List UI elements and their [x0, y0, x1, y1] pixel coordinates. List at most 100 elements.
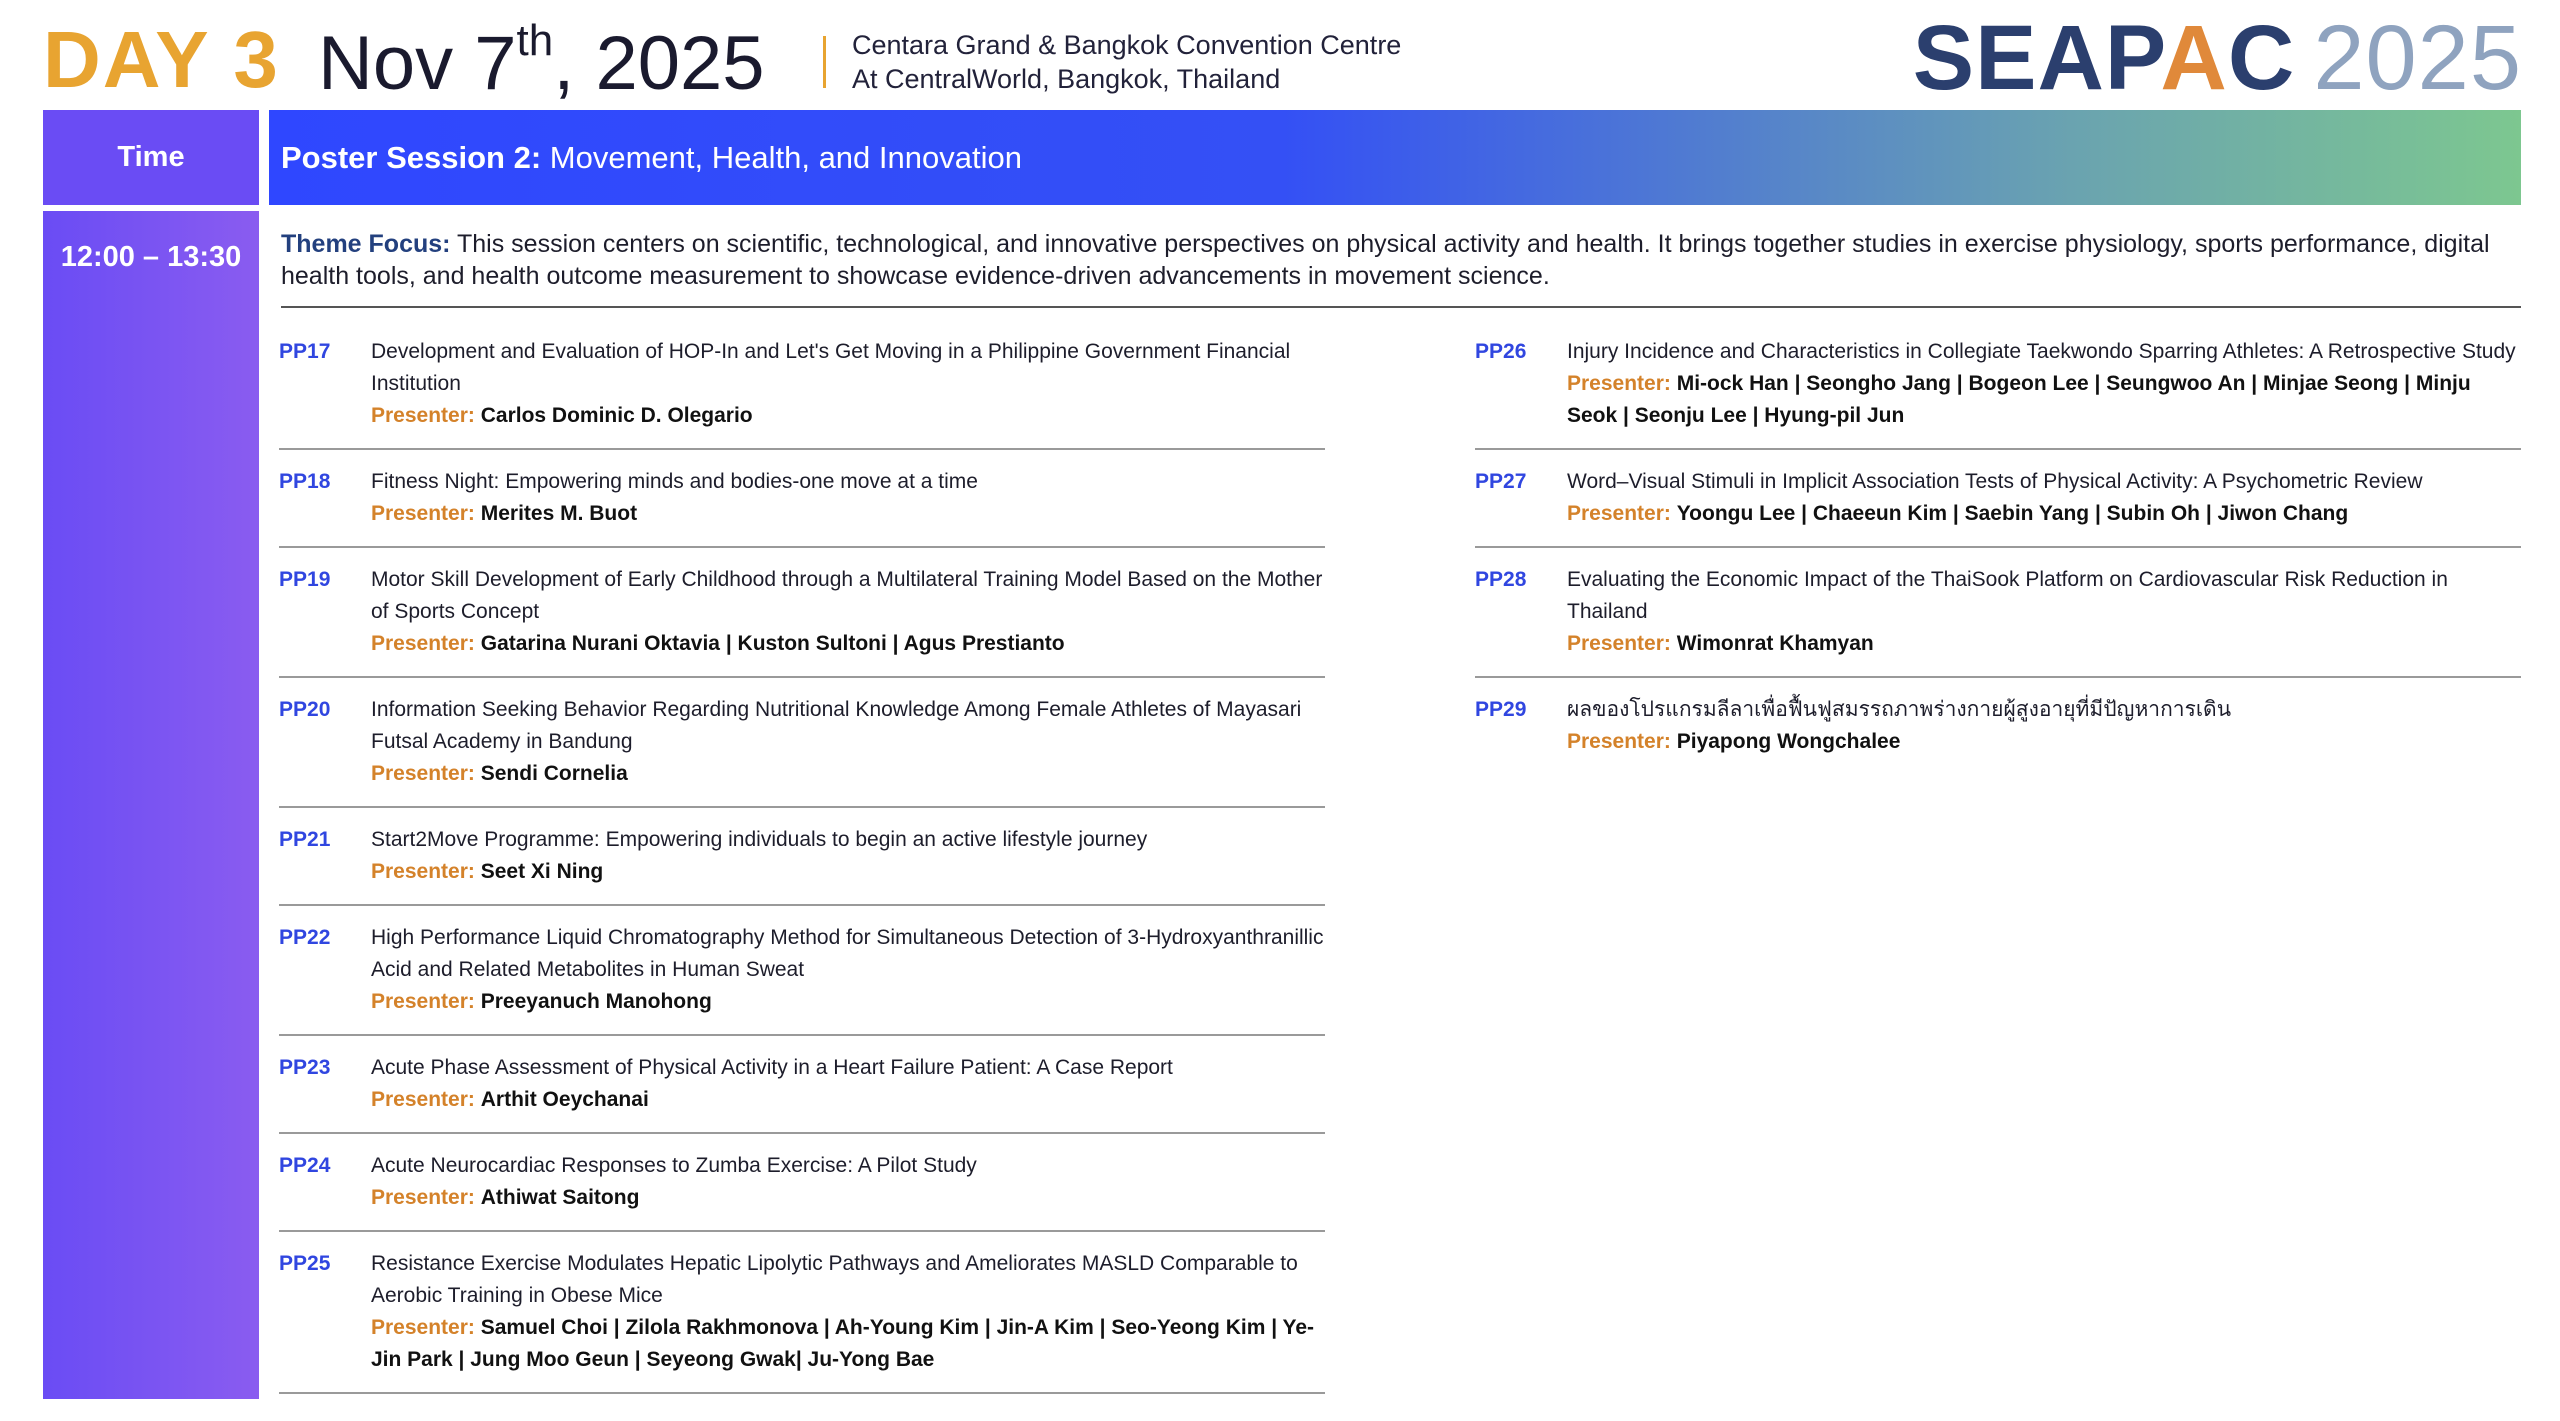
theme-focus: Theme Focus: This session centers on sci… [281, 228, 2521, 308]
poster-body: Resistance Exercise Modulates Hepatic Li… [371, 1248, 1325, 1376]
poster-title: Injury Incidence and Characteristics in … [1567, 340, 2516, 363]
poster-item: PP26 Injury Incidence and Characteristics… [1475, 320, 2521, 450]
poster-body: Evaluating the Economic Impact of the Th… [1567, 564, 2521, 660]
poster-id: PP29 [1475, 698, 1527, 721]
poster-item: PP22 High Performance Liquid Chromatograp… [279, 906, 1325, 1036]
presenter-line: Presenter: Seet Xi Ning [371, 856, 1147, 888]
poster-body: Development and Evaluation of HOP-In and… [371, 336, 1325, 432]
poster-body: Information Seeking Behavior Regarding N… [371, 694, 1325, 790]
presenter-names: Gatarina Nurani Oktavia | Kuston Sultoni… [480, 632, 1065, 655]
poster-body: ผลของโปรแกรมลีลาเพื่อฟื้นฟูสมรรถภาพร่างก… [1567, 694, 2231, 758]
poster-item: PP24 Acute Neurocardiac Responses to Zumb… [279, 1134, 1325, 1232]
poster-item: PP17 Development and Evaluation of HOP-In… [279, 320, 1325, 450]
poster-id: PP19 [279, 568, 331, 591]
poster-title: Evaluating the Economic Impact of the Th… [1567, 568, 2448, 623]
poster-title: Information Seeking Behavior Regarding N… [371, 698, 1302, 753]
presenter-line: Presenter: Preeyanuch Manohong [371, 986, 1325, 1018]
day-label: DAY 3 [43, 15, 280, 104]
poster-title: Resistance Exercise Modulates Hepatic Li… [371, 1252, 1298, 1307]
venue-line: At CentralWorld, Bangkok, Thailand [852, 64, 1281, 94]
presenter-line: Presenter: Arthit Oeychanai [371, 1084, 1173, 1116]
presenter-label: Presenter: [371, 990, 475, 1013]
presenter-line: Presenter: Athiwat Saitong [371, 1182, 977, 1214]
poster-id: PP21 [279, 828, 331, 851]
poster-id: PP23 [279, 1056, 331, 1079]
date-year: , 2025 [553, 21, 765, 106]
presenter-line: Presenter: Merites M. Buot [371, 498, 978, 530]
presenter-label: Presenter: [371, 1186, 475, 1209]
poster-item: PP29 ผลของโปรแกรมลีลาเพื่อฟื้นฟูสมรรถภาพร… [1475, 678, 2521, 774]
poster-item: PP18 Fitness Night: Empowering minds and … [279, 450, 1325, 548]
poster-title: Fitness Night: Empowering minds and bodi… [371, 470, 978, 493]
presenter-line: Presenter: Sendi Cornelia [371, 758, 1325, 790]
presenter-names: Mi-ock Han | Seongho Jang | Bogeon Lee |… [1567, 372, 2471, 427]
presenter-names: Carlos Dominic D. Olegario [480, 404, 753, 427]
poster-item: PP20 Information Seeking Behavior Regardi… [279, 678, 1325, 808]
presenter-names: Preeyanuch Manohong [480, 990, 712, 1013]
logo-text: C [2227, 7, 2296, 109]
presenter-line: Presenter: Samuel Choi | Zilola Rakhmono… [371, 1312, 1325, 1376]
poster-item: PP21 Start2Move Programme: Empowering ind… [279, 808, 1325, 906]
logo-text: A [2160, 7, 2228, 109]
poster-body: Acute Neurocardiac Responses to Zumba Ex… [371, 1150, 977, 1214]
presenter-label: Presenter: [371, 1088, 475, 1111]
presenter-names: Athiwat Saitong [480, 1186, 640, 1209]
session-title-bold: Poster Session 2: [281, 139, 542, 175]
presenter-names: Merites M. Buot [480, 502, 638, 525]
presenter-label: Presenter: [1567, 632, 1671, 655]
poster-item: PP28 Evaluating the Economic Impact of th… [1475, 548, 2521, 678]
presenter-names: Samuel Choi | Zilola Rakhmonova | Ah-You… [371, 1316, 1315, 1371]
presenter-line: Presenter: Carlos Dominic D. Olegario [371, 400, 1325, 432]
presenter-label: Presenter: [1567, 502, 1671, 525]
presenter-names: Wimonrat Khamyan [1676, 632, 1874, 655]
poster-id: PP28 [1475, 568, 1527, 591]
poster-title: Acute Neurocardiac Responses to Zumba Ex… [371, 1154, 977, 1177]
presenter-label: Presenter: [371, 404, 475, 427]
date: Nov 7th, 2025 [318, 16, 765, 107]
presenter-line: Presenter: Mi-ock Han | Seongho Jang | B… [1567, 368, 2521, 432]
poster-column: PP26 Injury Incidence and Characteristics… [1475, 320, 2521, 774]
presenter-names: Yoongu Lee | Chaeeun Kim | Saebin Yang |… [1676, 502, 2349, 525]
divider [823, 36, 826, 88]
poster-id: PP22 [279, 926, 331, 949]
poster-column: PP17 Development and Evaluation of HOP-In… [279, 320, 1325, 1394]
poster-item: PP23 Acute Phase Assessment of Physical A… [279, 1036, 1325, 1134]
presenter-label: Presenter: [371, 762, 475, 785]
logo-year: 2025 [2313, 7, 2522, 109]
date-main: Nov 7 [318, 21, 517, 106]
poster-body: Motor Skill Development of Early Childho… [371, 564, 1325, 660]
poster-id: PP26 [1475, 340, 1527, 363]
poster-title: Start2Move Programme: Empowering individ… [371, 828, 1148, 851]
venue: Centara Grand & Bangkok Convention Centr… [852, 28, 1401, 96]
presenter-label: Presenter: [371, 1316, 475, 1339]
date-sup: th [516, 16, 554, 65]
presenter-names: Sendi Cornelia [480, 762, 628, 785]
presenter-names: Seet Xi Ning [480, 860, 604, 883]
poster-item: PP25 Resistance Exercise Modulates Hepati… [279, 1232, 1325, 1394]
poster-id: PP20 [279, 698, 331, 721]
poster-title: Word–Visual Stimuli in Implicit Associat… [1567, 470, 2423, 493]
poster-id: PP18 [279, 470, 331, 493]
poster-body: Start2Move Programme: Empowering individ… [371, 824, 1147, 888]
presenter-line: Presenter: Piyapong Wongchalee [1567, 726, 2231, 758]
poster-item: PP19 Motor Skill Development of Early Chi… [279, 548, 1325, 678]
presenter-label: Presenter: [371, 632, 475, 655]
poster-title: ผลของโปรแกรมลีลาเพื่อฟื้นฟูสมรรถภาพร่างก… [1567, 698, 2232, 721]
session-banner: Poster Session 2: Movement, Health, and … [269, 110, 2521, 205]
theme-label: Theme Focus: [281, 230, 451, 258]
poster-body: Injury Incidence and Characteristics in … [1567, 336, 2521, 432]
time-cell: 12:00 – 13:30 [43, 211, 259, 1399]
presenter-label: Presenter: [1567, 730, 1671, 753]
poster-body: Word–Visual Stimuli in Implicit Associat… [1567, 466, 2423, 530]
presenter-names: Piyapong Wongchalee [1676, 730, 1901, 753]
logo: SEAPAC 2025 [1913, 6, 2522, 111]
venue-line: Centara Grand & Bangkok Convention Centr… [852, 30, 1402, 60]
time-header: Time [43, 110, 259, 205]
poster-id: PP17 [279, 340, 331, 363]
presenter-label: Presenter: [371, 860, 475, 883]
poster-body: Fitness Night: Empowering minds and bodi… [371, 466, 978, 530]
poster-title: Acute Phase Assessment of Physical Activ… [371, 1056, 1173, 1079]
presenter-label: Presenter: [371, 502, 475, 525]
poster-title: Development and Evaluation of HOP-In and… [371, 340, 1291, 395]
